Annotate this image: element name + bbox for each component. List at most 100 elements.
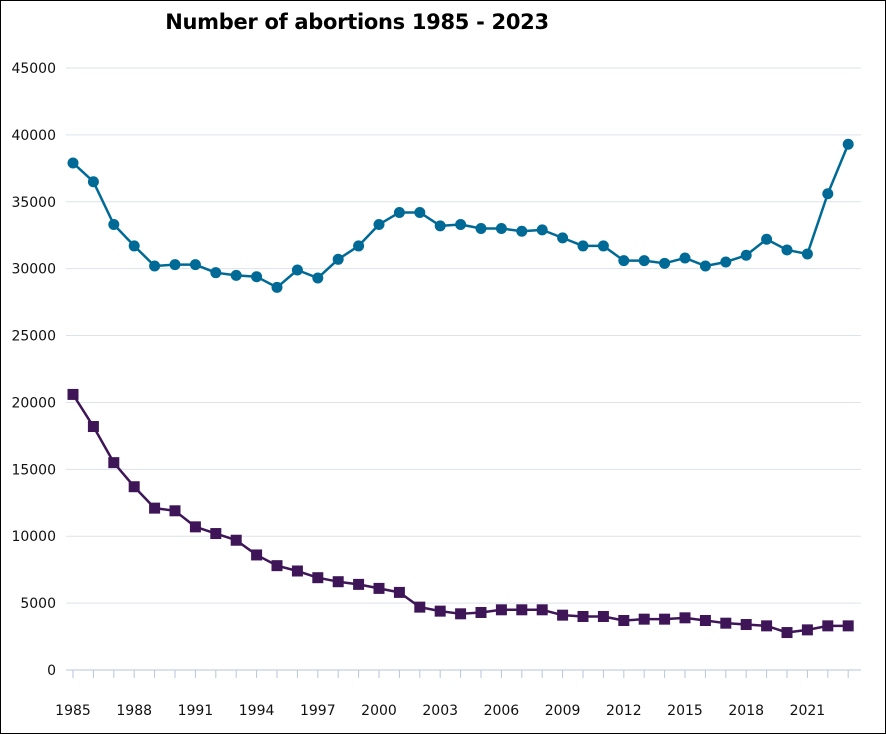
data-point[interactable]: [699, 260, 711, 272]
data-point[interactable]: [475, 223, 487, 235]
y-tick-label: 5000: [20, 596, 56, 612]
data-point[interactable]: [353, 240, 365, 252]
data-point[interactable]: [291, 264, 303, 276]
data-point[interactable]: [801, 248, 813, 260]
data-point[interactable]: [495, 604, 507, 616]
data-point[interactable]: [189, 259, 201, 271]
data-point[interactable]: [842, 620, 854, 632]
x-axis: 1985 1988 1991 1994 1997 2000 2003 2006 2009 2012…: [55, 669, 861, 719]
data-point[interactable]: [557, 609, 569, 621]
data-point[interactable]: [169, 505, 181, 517]
data-point[interactable]: [659, 257, 671, 269]
data-point[interactable]: [720, 256, 732, 268]
data-point[interactable]: [434, 605, 446, 617]
data-point[interactable]: [455, 608, 467, 620]
data-point[interactable]: [536, 224, 548, 236]
chart-title: Number of abortions 1985 - 2023: [165, 10, 549, 34]
data-point[interactable]: [577, 240, 589, 252]
series-2: [67, 388, 854, 639]
data-point[interactable]: [557, 232, 569, 244]
data-point[interactable]: [128, 481, 140, 493]
data-point[interactable]: [679, 252, 691, 264]
x-tick-label: 1994: [239, 703, 275, 719]
data-point[interactable]: [801, 624, 813, 636]
data-point[interactable]: [781, 244, 793, 256]
y-tick-label: 30000: [11, 262, 56, 278]
data-point[interactable]: [720, 617, 732, 629]
x-tick-label: 2006: [484, 703, 520, 719]
data-point[interactable]: [189, 521, 201, 533]
data-point[interactable]: [638, 613, 650, 625]
gridlines: [66, 67, 861, 604]
data-point[interactable]: [67, 157, 79, 169]
data-point[interactable]: [210, 528, 222, 540]
x-tick-label: 2018: [728, 703, 764, 719]
data-point[interactable]: [373, 219, 385, 231]
data-point[interactable]: [128, 240, 140, 252]
data-point[interactable]: [740, 619, 752, 631]
x-tick-label: 1991: [178, 703, 214, 719]
y-tick-label: 45000: [11, 61, 56, 77]
data-point[interactable]: [291, 565, 303, 577]
data-point[interactable]: [373, 582, 385, 594]
data-point[interactable]: [353, 578, 365, 590]
y-tick-label: 0: [47, 663, 56, 679]
data-point[interactable]: [679, 612, 691, 624]
x-tick-label: 2000: [361, 703, 397, 719]
data-point[interactable]: [67, 388, 79, 400]
data-point[interactable]: [149, 502, 161, 514]
data-point[interactable]: [455, 219, 467, 231]
data-point[interactable]: [516, 604, 528, 616]
data-point[interactable]: [169, 259, 181, 271]
data-point[interactable]: [87, 176, 99, 188]
data-point[interactable]: [618, 615, 630, 627]
data-point[interactable]: [597, 240, 609, 252]
data-point[interactable]: [475, 606, 487, 618]
data-point[interactable]: [577, 610, 589, 622]
data-point[interactable]: [251, 549, 263, 561]
data-point[interactable]: [332, 576, 344, 588]
data-point[interactable]: [822, 620, 834, 632]
data-point[interactable]: [108, 219, 120, 231]
data-point[interactable]: [699, 615, 711, 627]
data-point[interactable]: [781, 627, 793, 639]
data-point[interactable]: [210, 267, 222, 279]
data-point[interactable]: [108, 457, 120, 469]
data-point[interactable]: [495, 223, 507, 235]
data-point[interactable]: [414, 206, 426, 218]
data-point[interactable]: [761, 620, 773, 632]
data-point[interactable]: [536, 604, 548, 616]
data-point[interactable]: [271, 281, 283, 293]
data-point[interactable]: [842, 138, 854, 150]
data-point[interactable]: [393, 586, 405, 598]
data-point[interactable]: [638, 255, 650, 267]
series-2-line: [71, 393, 849, 634]
data-point[interactable]: [761, 233, 773, 245]
data-point[interactable]: [312, 272, 324, 284]
data-point[interactable]: [516, 225, 528, 237]
data-point[interactable]: [332, 253, 344, 265]
data-point[interactable]: [659, 613, 671, 625]
x-tick-label: 1997: [300, 703, 336, 719]
x-tick-label: 2015: [667, 703, 703, 719]
y-tick-label: 20000: [11, 395, 56, 411]
data-point[interactable]: [414, 601, 426, 613]
data-point[interactable]: [271, 560, 283, 572]
data-point[interactable]: [230, 269, 242, 281]
x-tick-label: 1988: [116, 703, 152, 719]
data-point[interactable]: [87, 421, 99, 433]
data-point[interactable]: [434, 220, 446, 232]
data-point[interactable]: [312, 572, 324, 584]
data-point[interactable]: [618, 255, 630, 267]
data-point[interactable]: [230, 534, 242, 546]
data-point[interactable]: [393, 206, 405, 218]
y-tick-label: 35000: [11, 195, 56, 211]
data-point[interactable]: [740, 249, 752, 261]
data-point[interactable]: [149, 260, 161, 272]
data-point[interactable]: [251, 271, 263, 283]
y-axis: 0 5000 10000 15000 20000 25000 30000 35000 40000…: [11, 61, 56, 679]
data-point[interactable]: [822, 188, 834, 200]
data-point[interactable]: [597, 610, 609, 622]
x-tick-label: 1985: [55, 703, 91, 719]
